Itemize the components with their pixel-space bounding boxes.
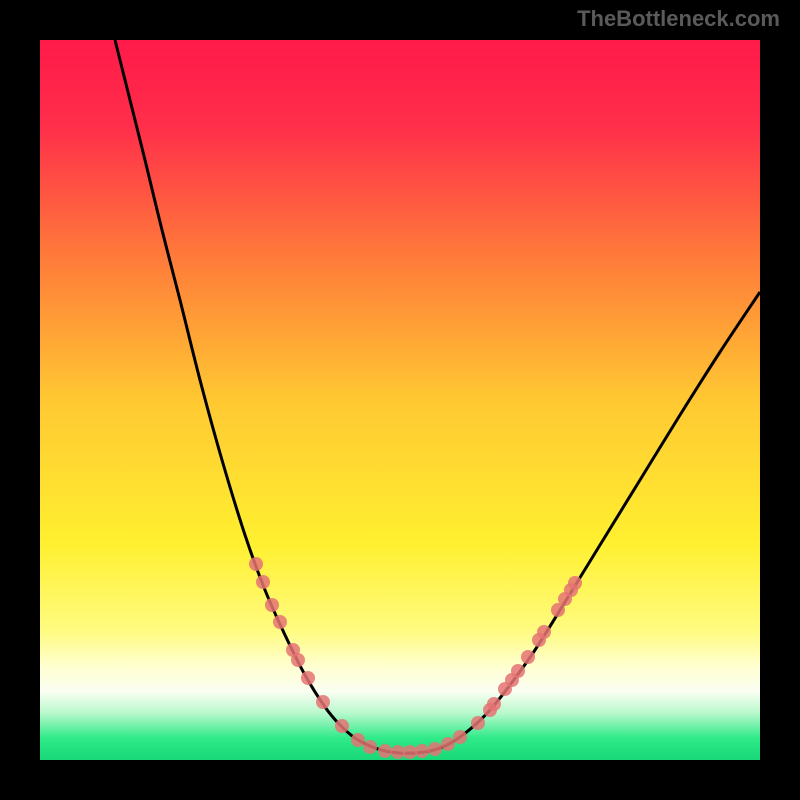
scatter-point — [391, 745, 405, 759]
scatter-point — [568, 576, 582, 590]
chart-container: TheBottleneck.com — [0, 0, 800, 800]
plot-area — [40, 40, 760, 760]
scatter-point — [363, 740, 377, 754]
scatter-point — [316, 695, 330, 709]
scatter-point — [291, 653, 305, 667]
scatter-point — [265, 598, 279, 612]
curve-layer — [40, 40, 760, 760]
scatter-point — [378, 744, 392, 758]
scatter-point — [403, 745, 417, 759]
scatter-point — [273, 615, 287, 629]
scatter-point — [249, 557, 263, 571]
scatter-point — [256, 575, 270, 589]
bottleneck-curve — [115, 40, 760, 753]
scatter-point — [415, 744, 429, 758]
scatter-point — [301, 671, 315, 685]
scatter-point — [351, 733, 365, 747]
scatter-point — [471, 716, 485, 730]
scatter-point — [511, 664, 525, 678]
scatter-point — [487, 697, 501, 711]
scatter-point — [428, 742, 442, 756]
watermark-text: TheBottleneck.com — [577, 6, 780, 32]
scatter-point — [521, 650, 535, 664]
scatter-point — [441, 737, 455, 751]
scatter-point — [335, 719, 349, 733]
scatter-point — [453, 730, 467, 744]
scatter-points — [249, 557, 582, 759]
scatter-point — [537, 625, 551, 639]
